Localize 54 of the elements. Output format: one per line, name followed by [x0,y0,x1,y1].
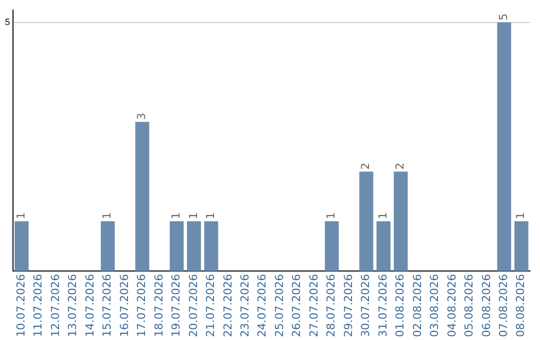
data-label: 5 [497,13,510,20]
bar [14,221,29,272]
x-tick-label: 20.07.2026 [186,274,200,338]
data-label: 2 [359,162,372,170]
x-tick-label: 26.07.2026 [290,274,304,338]
bar [394,172,408,272]
data-label: 1 [186,212,200,220]
bar [100,221,115,272]
x-tick-label: 10.07.2026 [14,274,28,338]
bar [324,221,339,272]
x-tick-label: 15.07.2026 [100,274,114,338]
bar [204,221,218,272]
x-tick-label: 28.07.2026 [324,274,338,338]
data-label: 3 [135,112,148,120]
x-tick-label: 24.07.2026 [256,274,269,338]
x-tick-label: 30.07.2026 [359,274,372,338]
x-tick-label: 02.08.2026 [410,274,424,338]
data-label: 1 [170,212,183,220]
bar [497,22,512,272]
x-tick-label: 07.08.2026 [497,274,510,338]
bar [135,122,150,272]
x-tick-label: 03.08.2026 [428,274,442,338]
x-tick-label: 31.07.2026 [376,274,390,338]
x-tick-label: 11.07.2026 [32,274,45,338]
x-tick-label: 25.07.2026 [272,274,286,338]
data-label: 1 [204,212,218,220]
data-label: 1 [100,212,114,220]
bar [186,221,201,272]
x-tick-label: 12.07.2026 [48,274,62,338]
x-tick-label: 16.07.2026 [118,274,131,338]
bar [514,221,528,272]
x-tick-label: 13.07.2026 [66,274,80,338]
bar [359,172,374,272]
data-label: 1 [514,212,528,220]
x-tick-label: 04.08.2026 [445,274,458,338]
x-tick-label: 18.07.2026 [152,274,166,338]
x-tick-label: 23.07.2026 [238,274,252,338]
x-tick-label: 27.07.2026 [307,274,320,338]
x-tick-label: 17.07.2026 [135,274,148,338]
x-tick-label: 22.07.2026 [221,274,234,338]
data-label: 1 [14,212,28,220]
bar [170,221,184,272]
x-tick-label: 01.08.2026 [394,274,407,338]
x-tick-label: 14.07.2026 [83,274,96,338]
x-tick-label: 05.08.2026 [462,274,476,338]
x-tick-label: 08.08.2026 [514,274,528,338]
x-tick-label: 19.07.2026 [170,274,183,338]
bar [376,221,390,272]
x-tick-label: 06.08.2026 [480,274,493,338]
x-tick-label: 29.07.2026 [342,274,355,338]
x-tick-label: 21.07.2026 [204,274,218,338]
data-label: 2 [394,162,407,170]
data-label: 1 [324,212,338,220]
data-label: 1 [376,212,390,220]
